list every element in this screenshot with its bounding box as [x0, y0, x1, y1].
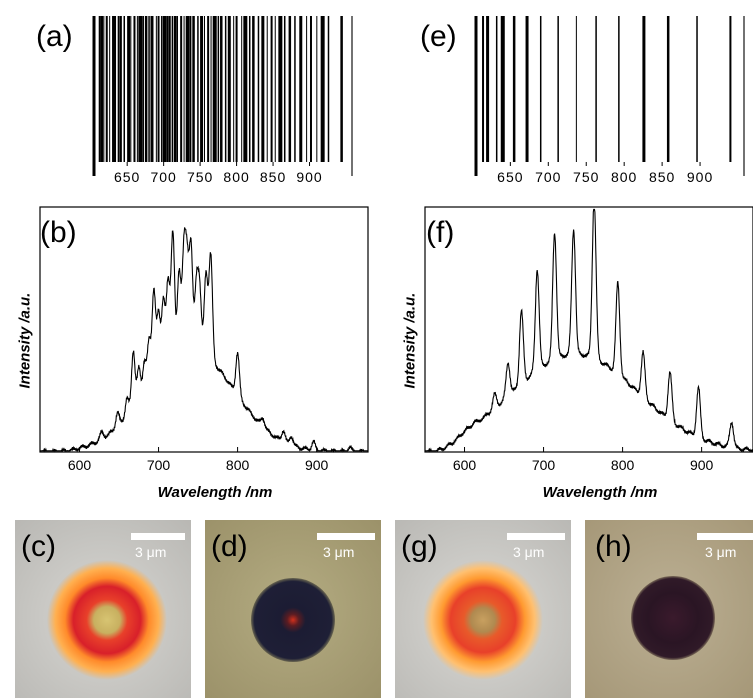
barcode-tick-label: 750 [573, 169, 599, 185]
plot-frame [39, 206, 369, 453]
x-tick-label: 700 [532, 457, 556, 473]
barcode-tick-label: 750 [187, 169, 213, 185]
micrograph-h-image [585, 520, 753, 698]
barcode-tick-label: 700 [150, 169, 176, 185]
micrograph-d-image [205, 520, 381, 698]
panel-label-g: (g) [401, 530, 438, 563]
panel-label-c: (c) [21, 530, 56, 563]
micrograph-c: (c) 3 μm [15, 520, 191, 698]
x-tick-label: 800 [226, 457, 250, 473]
barcode-tick-label: 800 [611, 169, 637, 185]
spectrum-line [425, 208, 753, 453]
y-axis-label-b-text: Intensity /a.u. [16, 292, 34, 389]
micrograph-g-image [395, 520, 571, 698]
scale-label-g: 3 μm [513, 544, 545, 560]
scale-bar-g [507, 533, 565, 540]
y-axis-label-f-text: Intensity /a.u. [401, 292, 419, 389]
barcode-tick-label: 650 [497, 169, 523, 185]
x-tick-label: 900 [690, 457, 714, 473]
panel-label-e: (e) [420, 20, 457, 53]
micrograph-d: (d) 3 μm [205, 520, 381, 698]
x-axis-label-b: Wavelength /nm [157, 484, 273, 501]
barcode-tick-label: 650 [114, 169, 140, 185]
barcode-a: 650 700 750 800 850 900 [92, 16, 353, 185]
x-tick-label: 900 [305, 457, 329, 473]
micrograph-c-image [15, 520, 191, 698]
barcode-tick-label: 700 [535, 169, 561, 185]
barcode-tick-label: 900 [687, 169, 713, 185]
x-tick-label: 800 [611, 457, 635, 473]
scale-bar-h [697, 533, 753, 540]
scale-label-h: 3 μm [705, 544, 737, 560]
x-tick-label: 700 [147, 457, 171, 473]
micrograph-h: (h) 3 μm [585, 520, 753, 698]
y-axis-label-b: Intensity /a.u. [17, 269, 34, 389]
barcode-tick-label: 800 [223, 169, 249, 185]
spectrum-line [40, 227, 368, 453]
x-tick-label: 600 [68, 457, 92, 473]
micrograph-g: (g) 3 μm [395, 520, 571, 698]
scale-bar-c [131, 533, 185, 540]
x-tick-label: 600 [453, 457, 477, 473]
spectrum-plot-f: 600 700 800 900 [424, 206, 753, 473]
panel-label-h: (h) [595, 530, 632, 563]
x-axis-label-f: Wavelength /nm [542, 484, 658, 501]
barcode-tick-label: 850 [260, 169, 286, 185]
scale-bar-d [317, 533, 375, 540]
y-axis-label-f: Intensity /a.u. [402, 269, 419, 389]
panel-label-d: (d) [211, 530, 248, 563]
plot-frame [424, 206, 753, 453]
panel-label-f: (f) [426, 216, 455, 249]
spectrum-plot-b: 600 700 800 900 [39, 206, 369, 473]
panel-label-b: (b) [40, 216, 77, 249]
barcode-tick-label: 850 [649, 169, 675, 185]
barcode-e: 650 700 750 800 850 900 [474, 16, 745, 185]
panel-label-a: (a) [36, 20, 73, 53]
scale-label-d: 3 μm [323, 544, 355, 560]
scale-label-c: 3 μm [135, 544, 167, 560]
barcode-tick-label: 900 [296, 169, 322, 185]
